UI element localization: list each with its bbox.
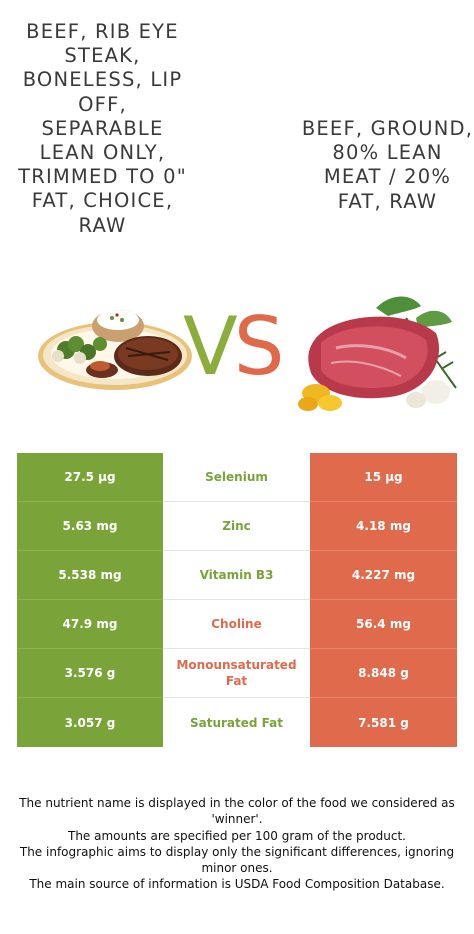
nutrient-name: Zinc [163, 502, 310, 551]
right-value: 4.227 mg [310, 551, 457, 600]
left-value: 5.63 mg [17, 502, 163, 551]
footer-line: The amounts are specified per 100 gram o… [67, 828, 406, 843]
table-row: 5.538 mg Vitamin B3 4.227 mg [17, 551, 457, 600]
right-value: 15 µg [310, 453, 457, 502]
right-value: 56.4 mg [310, 600, 457, 649]
steak-plate-image [38, 310, 192, 390]
nutrient-comparison-table: 27.5 µg Selenium 15 µg 5.63 mg Zinc 4.18… [17, 453, 457, 747]
left-value: 3.057 g [17, 698, 163, 747]
left-value: 47.9 mg [17, 600, 163, 649]
left-value: 27.5 µg [17, 453, 163, 502]
right-value: 4.18 mg [310, 502, 457, 551]
vs-s: S [233, 300, 285, 393]
right-value: 7.581 g [310, 698, 457, 747]
right-value: 8.848 g [310, 649, 457, 698]
table-row: 47.9 mg Choline 56.4 mg [17, 600, 457, 649]
vs-label: VS [183, 302, 293, 392]
left-value: 5.538 mg [17, 551, 163, 600]
nutrient-name: Saturated Fat [163, 698, 310, 747]
footer-notes: The nutrient name is displayed in the co… [10, 795, 464, 893]
footer-line: The nutrient name is displayed in the co… [19, 796, 455, 827]
table-row: 27.5 µg Selenium 15 µg [17, 453, 457, 502]
footer-line: The infographic aims to display only the… [19, 844, 455, 876]
nutrient-name: Monounsaturated Fat [163, 649, 310, 698]
nutrient-name: Choline [163, 600, 310, 649]
table-row: 3.576 g Monounsaturated Fat 8.848 g [17, 649, 457, 698]
left-food-title: BEEF, RIB EYE STEAK, BONELESS, LIP OFF, … [18, 20, 187, 237]
table-row: 5.63 mg Zinc 4.18 mg [17, 502, 457, 551]
nutrient-name: Selenium [163, 453, 310, 502]
nutrient-name: Vitamin B3 [163, 551, 310, 600]
left-value: 3.576 g [17, 649, 163, 698]
raw-beef-image [298, 296, 457, 411]
footer-line: The main source of information is USDA F… [29, 877, 445, 892]
table-row: 3.057 g Saturated Fat 7.581 g [17, 698, 457, 747]
vs-v: V [183, 300, 238, 393]
right-food-title: BEEF, GROUND, 80% LEAN MEAT / 20% FAT, R… [301, 117, 474, 213]
